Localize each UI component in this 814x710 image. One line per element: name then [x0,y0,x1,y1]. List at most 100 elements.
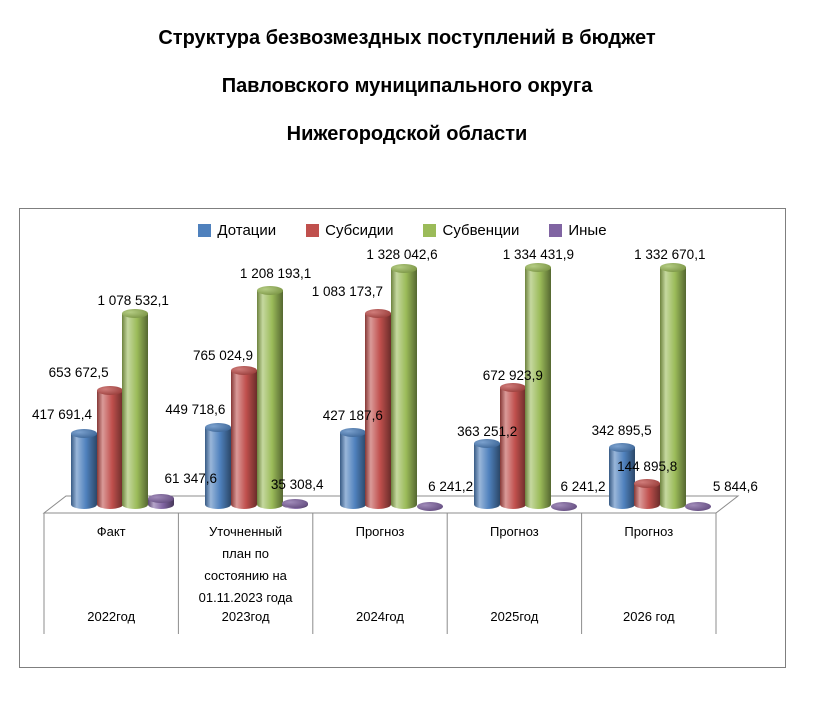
cylinder-cap [147,493,174,503]
data-label: 1 083 173,7 [311,283,384,299]
cylinder-body [365,312,392,509]
cylinder-body [659,267,686,509]
legend-item-3: Иные [549,222,607,239]
bar-s3-g0 [147,493,174,509]
bar-s0-g1 [205,423,232,509]
category-label-line: 01.11.2023 года [198,590,293,605]
cylinder-cap [96,386,123,396]
bar-s3-g3 [551,502,577,511]
data-label: 61 347,6 [164,470,218,486]
year-label: 2025год [490,609,539,624]
legend-label: Субсидии [325,222,394,239]
category-label: Прогноз [582,521,716,543]
cylinder-body [499,386,526,509]
data-label: 417 691,4 [31,407,93,423]
cylinder-cap [339,427,366,437]
bar-s0-g0 [71,429,97,509]
cylinder-cap [634,478,661,488]
bar-s2-g0 [122,309,149,509]
category-label: Уточненный план по состоянию на 01.11.2023 … [178,521,312,609]
cylinder-body [147,497,174,509]
bar-s0-g4 [608,442,635,509]
cylinder-cap [685,502,712,511]
chart-legend: Дотации Субсидии Субвенции Иные [20,222,785,239]
data-label: 427 187,6 [322,407,383,423]
data-label: 342 895,5 [591,422,652,438]
legend-color-swatch [306,224,320,237]
category-label-line: Прогноз [355,524,405,539]
cylinder-cap [71,429,97,439]
cylinder-cap [256,285,283,295]
bar-s2-g3 [525,263,552,509]
category-label: Прогноз [447,521,581,543]
cylinder-cap [282,498,309,508]
category-label-line: Прогноз [624,524,674,539]
category-label-line: состоянию на [204,568,287,583]
data-label: 1 334 431,9 [502,247,575,262]
cylinder-cap [416,502,443,511]
bar-s1-g1 [231,366,257,509]
data-label: 35 308,4 [270,476,324,492]
cylinder-body [96,390,123,509]
cylinder-cap [231,366,257,376]
bar-s1-g2 [365,308,392,509]
bar-s0-g3 [474,439,501,509]
legend-label: Субвенции [442,222,520,239]
cylinder-body [71,433,97,509]
data-label: 144 895,8 [617,458,678,474]
data-label: 363 251,2 [457,424,518,440]
legend-item-1: Субсидии [306,222,393,239]
category-label: Прогноз [313,521,447,543]
cylinder-cap [474,439,501,449]
bar-s0-g2 [339,427,366,509]
category-label-line: Прогноз [489,524,539,539]
year-label: 2022год [87,609,136,624]
year-label: 2023год [221,609,270,624]
legend-color-swatch [198,224,212,237]
cylinder-body [525,267,552,509]
cylinder-body [474,443,501,509]
data-label: 5 844,6 [712,479,758,494]
category-label: Факт [44,521,178,543]
cylinder-cap [205,423,232,433]
legend-color-swatch [423,224,437,237]
data-label: 1 078 532,1 [97,293,169,309]
cylinder-cap [551,502,577,511]
bar-s2-g2 [391,264,417,509]
data-label: 765 024,9 [192,348,254,364]
cylinder-body [256,289,283,509]
legend-label: Дотации [217,222,277,239]
cylinder-body [205,427,232,509]
legend-label: Иные [568,222,607,239]
bar-s1-g0 [96,386,123,509]
category-label-line: Уточненный [209,524,283,539]
cylinder-cap [608,442,635,452]
data-label: 672 923,9 [482,367,543,383]
chart-area: Дотации Субсидии Субвенции Иные Факт 2022год… [19,208,786,668]
cylinder-cap [122,309,149,319]
data-label: 1 328 042,6 [366,247,438,263]
chart-title-line-2: Павловского муниципального округа [221,75,593,97]
bar-s2-g4 [659,263,686,509]
cylinder-body [231,370,257,509]
data-label: 6 241,2 [560,479,606,494]
data-label: 653 672,5 [48,365,109,381]
legend-item-2: Субвенции [423,222,519,239]
bar-s3-g4 [685,502,712,511]
chart-title: Структура безвозмездных поступлений в бю… [0,14,814,158]
cylinder-body [391,268,417,509]
data-label: 1 208 193,1 [239,265,312,281]
plot-area: Факт 2022год Уточненный план по состоянию на… [20,209,785,667]
cylinder-body [339,431,366,509]
cylinder-body [122,313,149,509]
chart-title-line-1: Структура безвозмездных поступлений в бю… [158,27,656,49]
year-label: 2024год [356,609,404,624]
chart-title-line-3: Нижегородской области [286,123,528,145]
legend-color-swatch [549,224,563,237]
bar-s3-g2 [416,502,443,511]
cylinder-cap [659,263,686,273]
data-label: 6 241,2 [428,479,474,494]
bar-s1-g4 [634,478,661,509]
year-label: 2026 год [623,609,675,624]
